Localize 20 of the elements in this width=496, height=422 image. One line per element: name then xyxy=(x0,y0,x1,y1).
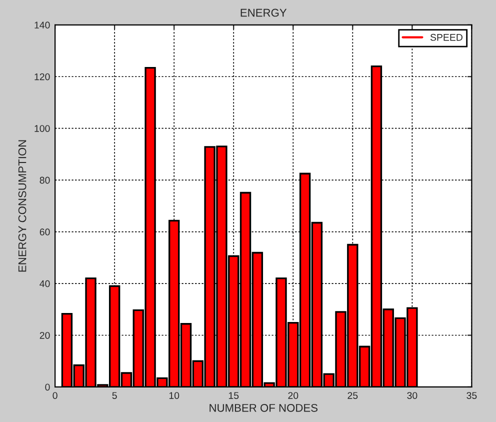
y-tick-label: 140 xyxy=(34,22,50,29)
y-tick-label: 60 xyxy=(40,228,50,236)
y-tick-label: 80 xyxy=(40,176,50,184)
x-tick-label: 10 xyxy=(169,392,180,399)
x-tick-label: 0 xyxy=(52,392,58,399)
x-axis-title: NUMBER OF NODES xyxy=(210,404,318,412)
chart-title: ENERGY xyxy=(240,8,287,17)
x-tick-label: 20 xyxy=(288,392,298,399)
x-tick-label: 25 xyxy=(348,392,358,399)
x-tick-label: 15 xyxy=(228,392,239,399)
x-tick-label: 30 xyxy=(407,392,418,399)
y-tick-label: 20 xyxy=(40,332,50,339)
y-axis-title: ENERGY CONSUMPTION xyxy=(18,140,26,272)
y-tick-label: 120 xyxy=(34,73,50,80)
y-tick-label: 100 xyxy=(34,125,50,132)
x-tick-label: 35 xyxy=(466,392,477,399)
y-tick-label: 40 xyxy=(40,280,50,288)
legend-label: SPEED xyxy=(430,34,462,41)
y-tick-label: 0 xyxy=(45,384,50,391)
x-tick-label: 5 xyxy=(112,392,117,399)
